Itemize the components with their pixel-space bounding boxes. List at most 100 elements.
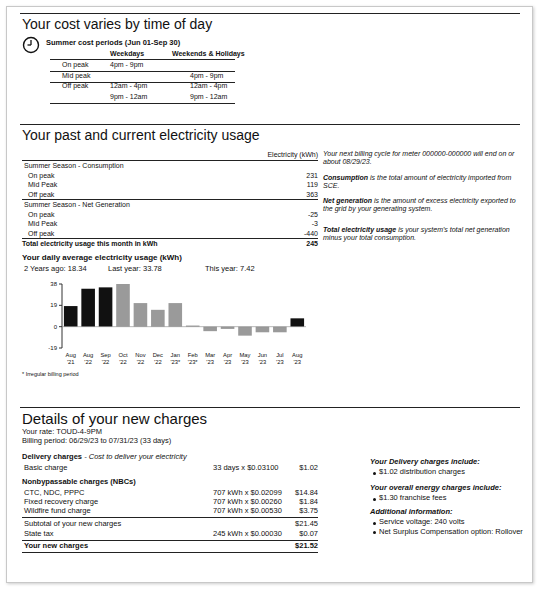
note: Your next billing cycle for meter 000000…	[323, 150, 519, 166]
charge-calc: 707 kWh x $0.00260	[213, 498, 282, 507]
subtitle: Summer cost periods (Jun 01-Sep 30)	[46, 39, 180, 48]
section-label: Summer Season - Net Generation	[24, 201, 130, 209]
note-term: Total electricity usage	[323, 226, 396, 233]
bar	[273, 327, 287, 333]
charge-label: Basic charge	[24, 464, 67, 473]
y-tick-label: 0	[54, 324, 58, 330]
y-tick	[59, 284, 62, 285]
section-title: Your past and current electricity usage	[22, 127, 260, 143]
x-tick-label: May'23	[240, 352, 251, 365]
row-value: 119	[307, 181, 318, 189]
x-tick-label: Oct'22	[118, 352, 127, 365]
sidebar-heading: Your overall energy charges include:	[370, 484, 501, 493]
note: Consumption is the total amount of elect…	[323, 174, 519, 190]
row-label: On peak	[28, 211, 54, 219]
y-tick	[59, 326, 62, 327]
note-text: Your next billing cycle for meter 000000…	[323, 150, 514, 165]
cell: 12am - 4pm	[110, 82, 147, 90]
sidebar-item: Service voltage: 240 volts	[379, 518, 524, 527]
y-tick	[59, 348, 62, 349]
cell: 12am - 4pm	[190, 82, 227, 90]
column-header: Weekdays	[110, 50, 144, 58]
cell: 4pm - 9pm	[190, 72, 223, 80]
bar	[134, 303, 148, 327]
bar	[238, 327, 252, 336]
bullet	[373, 522, 376, 525]
billing-period: Billing period: 06/29/23 to 07/31/23 (33…	[22, 437, 171, 446]
x-tick-label: Mar'23	[205, 352, 215, 365]
row-label: Mid Peak	[28, 181, 57, 189]
x-tick-label: Aug'22	[83, 352, 93, 365]
section-rule	[20, 124, 520, 125]
row-rule	[22, 199, 318, 200]
y-tick	[59, 305, 62, 306]
x-tick-label: Jan'23*	[170, 352, 181, 365]
charge-amount: $21.45	[295, 520, 318, 529]
section-rule	[20, 13, 520, 14]
charge-calc: 707 kWh x $0.00530	[213, 507, 282, 516]
bars	[64, 284, 304, 336]
section-label: Summer Season - Consumption	[24, 162, 124, 170]
bar	[64, 306, 78, 327]
y-tick-label: 38	[50, 281, 57, 287]
charge-amount: $1.84	[299, 498, 318, 507]
bullet	[373, 498, 376, 501]
bar	[203, 327, 217, 331]
x-tick-label: Jun'23	[258, 352, 267, 365]
summary: 2 Years ago: 18.34	[24, 265, 87, 274]
column-header: Weekends & Holidays	[172, 50, 245, 58]
row-label: Off peak	[28, 191, 54, 199]
charge-label: CTC, NDC, PPPC	[24, 489, 84, 498]
charge-amount: $14.84	[295, 489, 318, 498]
sidebar-item: $1.30 franchise fees	[379, 494, 524, 503]
bullet	[373, 531, 376, 534]
summary: This year: 7.42	[205, 265, 255, 274]
x-tick-label: Aug'23	[292, 352, 302, 365]
charge-label: Wildfire fund charge	[24, 507, 91, 516]
bar	[221, 327, 235, 329]
cell: 4pm - 9pm	[110, 61, 143, 69]
footnote: * Irregular billing period	[22, 371, 79, 377]
cell: 9pm - 12am	[110, 93, 147, 101]
baseline	[62, 326, 306, 327]
charge-amount: $3.75	[299, 507, 318, 516]
sidebar-heading: Your Delivery charges include:	[370, 458, 480, 467]
charge-calc: 245 kWh x $0.00030	[213, 530, 282, 539]
section-title: Your cost varies by time of day	[22, 16, 212, 32]
summary: Last year: 33.78	[108, 265, 162, 274]
note-term: Consumption	[323, 174, 368, 181]
bar	[81, 289, 95, 327]
bar	[168, 303, 182, 327]
row-label: Off peak	[28, 230, 54, 238]
heading-term: Delivery charges	[22, 452, 82, 461]
charge-amount: $0.07	[299, 530, 318, 539]
charge-amount: $1.02	[299, 464, 318, 473]
total-value: 245	[306, 240, 318, 248]
row-value: 231	[306, 172, 318, 180]
row-rule	[22, 238, 318, 239]
rule	[22, 552, 318, 553]
delivery-heading: Delivery charges - Cost to deliver your …	[22, 453, 187, 462]
rule	[50, 59, 235, 60]
rule	[22, 517, 318, 518]
note: Net generation is the amount of excess e…	[323, 197, 519, 213]
bar	[256, 327, 270, 333]
x-tick-label: Dec'22	[153, 352, 163, 365]
bar	[116, 284, 130, 327]
section-title: Details of your new charges	[22, 410, 207, 427]
x-tick-label: Sep'22	[100, 352, 110, 365]
charge-label: Your new charges	[24, 542, 88, 551]
y-axis	[62, 284, 63, 348]
cell: On peak	[62, 61, 88, 69]
clock-icon	[22, 36, 40, 54]
row-value: 363	[306, 191, 318, 199]
charge-label: Subtotal of your new charges	[24, 520, 121, 529]
row-value: -440	[304, 230, 318, 238]
sidebar-heading: Additional information:	[370, 508, 453, 517]
y-tick-label: -19	[48, 345, 57, 351]
charge-calc: 707 kWh x $0.02099	[213, 489, 282, 498]
total-label: Total electricity usage this month in kW…	[22, 240, 158, 248]
section-rule	[20, 407, 520, 408]
bar	[99, 287, 113, 326]
bar	[290, 318, 304, 326]
